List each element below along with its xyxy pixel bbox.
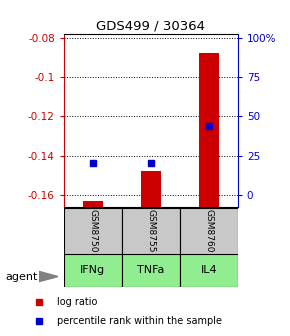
Polygon shape [39, 271, 58, 282]
Text: IL4: IL4 [200, 265, 217, 276]
Text: GSM8750: GSM8750 [88, 209, 97, 253]
Text: agent: agent [6, 272, 38, 282]
Text: GSM8760: GSM8760 [204, 209, 213, 253]
Bar [141, 171, 161, 207]
Bar [64, 208, 122, 254]
Title: GDS499 / 30364: GDS499 / 30364 [96, 19, 205, 33]
Text: TNFa: TNFa [137, 265, 164, 276]
Text: percentile rank within the sample: percentile rank within the sample [57, 316, 222, 326]
Bar [180, 254, 238, 287]
Bar [122, 254, 180, 287]
Text: IFNg: IFNg [80, 265, 105, 276]
Bar [64, 254, 122, 287]
Text: GSM8755: GSM8755 [146, 209, 155, 253]
Bar [180, 208, 238, 254]
Bar [199, 53, 219, 207]
Text: log ratio: log ratio [57, 297, 97, 307]
Bar [83, 201, 103, 207]
Bar [122, 208, 180, 254]
